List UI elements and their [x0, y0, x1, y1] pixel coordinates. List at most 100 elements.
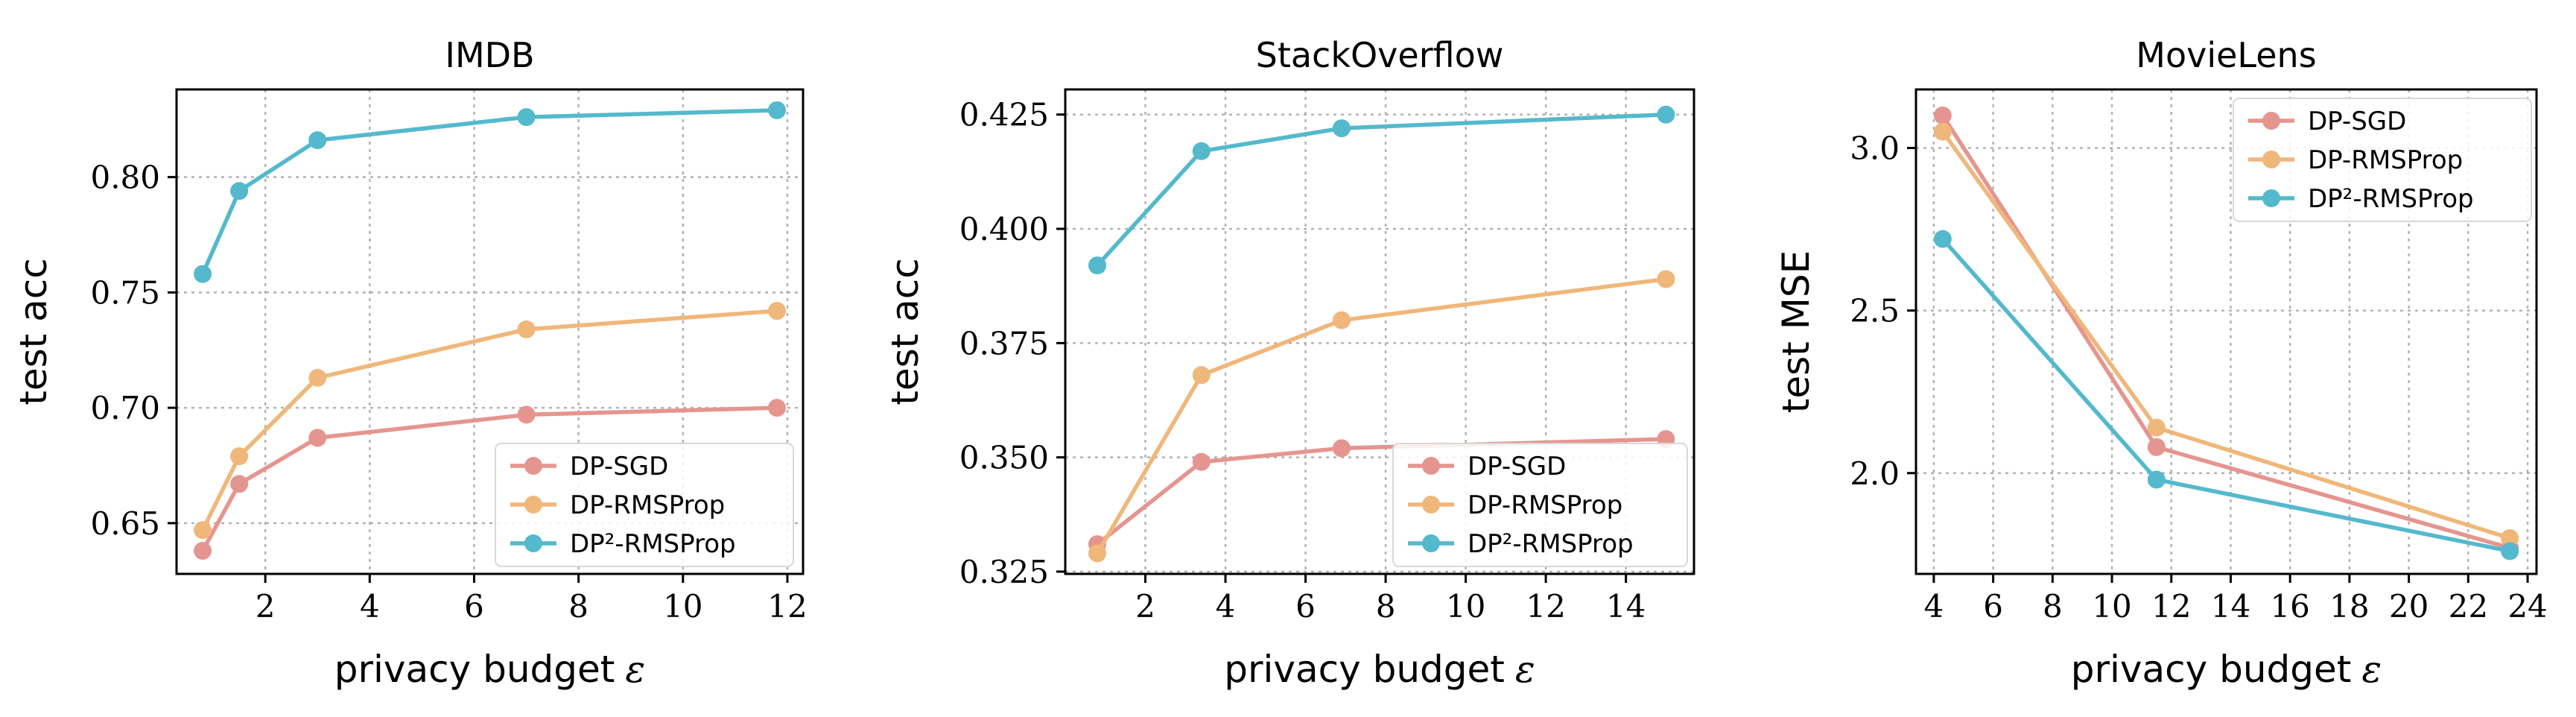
x-tick-label: 6	[1295, 588, 1316, 625]
x-tick-label: 24	[2507, 588, 2547, 625]
y-tick-label: 0.70	[90, 390, 160, 426]
data-point-dp-sgd	[2147, 438, 2166, 456]
data-point-dp-sgd	[767, 399, 786, 417]
data-point-dp-rmsprop	[308, 368, 327, 387]
y-tick-label: 0.80	[90, 159, 160, 196]
x-tick-label: 12	[2151, 588, 2191, 625]
data-point-dp2-rmsprop	[517, 108, 536, 127]
legend: DP-SGD DP-RMSProp DP²-RMSProp	[2233, 98, 2532, 222]
legend-marker-dp2-rmsprop	[2262, 189, 2280, 207]
x-axis-label-symbol: ε	[2361, 648, 2382, 691]
y-tick-label: 0.400	[959, 211, 1049, 247]
legend-frame	[1392, 443, 1688, 567]
legend-marker-dp-sgd	[1422, 457, 1440, 475]
series-line-dp2-rmsprop	[1095, 112, 1666, 267]
legend-marker-dp-sgd	[2262, 112, 2280, 130]
y-tick-label: 0.350	[959, 440, 1049, 476]
x-tick-label: 14	[2211, 588, 2250, 625]
x-tick-label: 22	[2449, 588, 2488, 625]
data-point-dp-sgd	[308, 429, 327, 447]
data-point-dp-rmsprop	[1657, 270, 1675, 288]
x-tick-label: 8	[1376, 588, 1396, 625]
x-axis-label-text: privacy budget	[334, 648, 615, 691]
data-point-dp-sgd	[517, 405, 536, 424]
legend-label-dp-rmsprop: DP-RMSProp	[570, 490, 725, 520]
data-point-dp2-rmsprop	[1088, 256, 1107, 275]
data-point-dp-sgd	[1332, 439, 1351, 458]
series-line-dp2-rmsprop	[1941, 237, 2510, 554]
chart-panel-movielens: 4 6 8 10 12 14 16 18 20 22 24 2.0 2.5 3.0 MovieLens pri…	[1774, 35, 2548, 691]
legend-frame	[495, 443, 794, 567]
legend: DP-SGD DP-RMSProp DP²-RMSProp	[1392, 443, 1688, 567]
data-point-dp2-rmsprop	[308, 131, 327, 150]
data-point-dp-rmsprop	[230, 447, 249, 466]
data-point-dp2-rmsprop	[1332, 119, 1351, 138]
data-point-dp-rmsprop	[194, 521, 212, 540]
legend-marker-dp2-rmsprop	[524, 534, 542, 552]
x-tick-label: 12	[767, 588, 807, 625]
legend-marker-dp-rmsprop	[2262, 151, 2280, 168]
x-axis-label: privacy budget ε	[2071, 648, 2382, 691]
y-tick-label: 2.5	[1850, 293, 1900, 329]
x-tick-label: 6	[464, 588, 484, 625]
x-tick-label: 18	[2329, 588, 2369, 625]
data-point-dp2-rmsprop	[1192, 142, 1211, 160]
x-axis-label-symbol: ε	[625, 648, 645, 691]
y-tick-label: 2.0	[1850, 455, 1900, 492]
legend: DP-SGD DP-RMSProp DP²-RMSProp	[495, 443, 794, 567]
data-point-dp-sgd	[1192, 452, 1211, 471]
y-axis-label: test acc	[883, 258, 927, 405]
x-tick-label: 10	[2092, 588, 2131, 625]
y-axis-label: test acc	[12, 258, 55, 405]
x-tick-label: 2	[1135, 588, 1155, 625]
data-point-dp2-rmsprop	[2501, 542, 2519, 560]
data-point-dp-rmsprop	[1332, 311, 1351, 329]
data-point-dp2-rmsprop	[230, 182, 249, 200]
legend-label-dp2-rmsprop: DP²-RMSProp	[2308, 184, 2474, 214]
y-tick-label: 0.375	[959, 325, 1049, 361]
legend-frame	[2233, 98, 2532, 222]
x-tick-label: 14	[1606, 588, 1646, 625]
data-point-dp-rmsprop	[517, 320, 536, 338]
x-tick-label: 2	[256, 588, 276, 625]
data-point-dp2-rmsprop	[1657, 105, 1675, 124]
y-tick-label: 3.0	[1850, 130, 1900, 167]
legend-label-dp2-rmsprop: DP²-RMSProp	[570, 529, 736, 559]
data-point-dp-rmsprop	[2147, 418, 2166, 437]
x-axis-label-symbol: ε	[1515, 648, 1535, 691]
y-tick-label: 0.425	[959, 97, 1049, 133]
x-tick-label: 6	[1983, 588, 2003, 625]
x-axis-label-text: privacy budget	[2071, 648, 2352, 691]
legend-label-dp-sgd: DP-SGD	[570, 452, 668, 481]
legend-marker-dp-rmsprop	[1422, 496, 1440, 514]
data-point-dp-rmsprop	[1192, 366, 1211, 385]
chart-panel-imdb: 2 4 6 8 10 12 0.65 0.70 0.75 0.80 IMDB privacy budg…	[12, 35, 808, 691]
data-point-dp-sgd	[194, 542, 212, 560]
x-tick-label: 12	[1526, 588, 1565, 625]
y-tick-label: 0.75	[90, 274, 160, 311]
x-tick-label: 20	[2389, 588, 2429, 625]
legend-marker-dp2-rmsprop	[1422, 534, 1440, 552]
y-tick-label: 0.65	[90, 505, 160, 542]
series-line-dp-rmsprop	[1095, 277, 1666, 555]
legend-label-dp-sgd: DP-SGD	[2308, 107, 2406, 136]
x-tick-label: 10	[663, 588, 702, 625]
data-point-dp2-rmsprop	[767, 101, 786, 119]
x-tick-label: 8	[2043, 588, 2063, 625]
data-point-dp2-rmsprop	[1933, 230, 1952, 248]
data-point-dp-rmsprop	[1088, 544, 1107, 563]
data-point-dp-rmsprop	[2501, 529, 2519, 548]
x-tick-label: 10	[1446, 588, 1485, 625]
x-tick-label: 16	[2270, 588, 2309, 625]
plot-frame	[1914, 88, 2538, 575]
legend-label-dp-rmsprop: DP-RMSProp	[1468, 490, 1622, 520]
chart-title: MovieLens	[2136, 35, 2316, 75]
x-axis-label: privacy budget ε	[1224, 648, 1535, 691]
x-axis-label: privacy budget ε	[334, 648, 646, 691]
x-tick-label: 4	[360, 588, 380, 625]
chart-title: StackOverflow	[1256, 35, 1504, 75]
x-axis-label-text: privacy budget	[1224, 648, 1505, 691]
data-point-dp2-rmsprop	[2147, 470, 2166, 489]
data-point-dp-rmsprop	[767, 302, 786, 320]
